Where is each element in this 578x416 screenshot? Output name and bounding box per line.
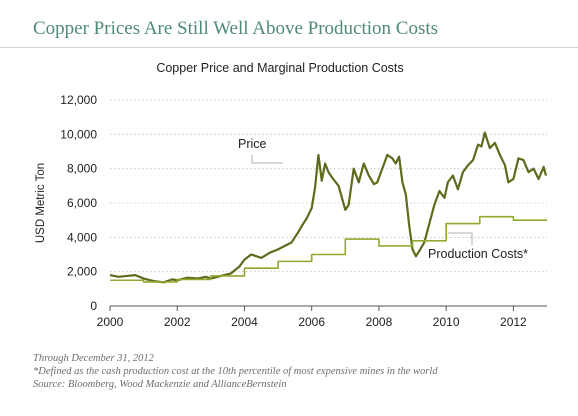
y-tick-label: 2,000 (67, 265, 97, 279)
x-tick-label: 2002 (164, 315, 191, 329)
y-tick-label: 6,000 (67, 196, 97, 210)
footnote-definition: *Defined as the cash production cost at … (33, 366, 438, 377)
x-tick-label: 2000 (97, 315, 124, 329)
headline: Copper Prices Are Still Well Above Produ… (33, 18, 439, 39)
x-tick-label: 2010 (433, 315, 460, 329)
y-tick-label: 4,000 (67, 230, 97, 244)
x-tick-label: 2004 (231, 315, 258, 329)
y-tick-label: 8,000 (67, 162, 97, 176)
price-annotation-leader (251, 155, 283, 164)
headline-divider (0, 47, 578, 48)
y-axis-label: USD Metric Ton (35, 163, 47, 243)
y-tick-label: 12,000 (60, 93, 97, 107)
y-tick-label: 0 (90, 299, 97, 313)
production-costs-annotation-leader (448, 232, 473, 245)
x-tick-label: 2006 (298, 315, 325, 329)
production-costs-annotation-label: Production Costs* (428, 247, 528, 261)
footnotes: Through December 31, 2012 *Defined as th… (33, 352, 438, 391)
x-tick-label: 2012 (500, 315, 527, 329)
footnote-date: Through December 31, 2012 (33, 353, 154, 364)
chart-title: Copper Price and Marginal Production Cos… (156, 61, 403, 75)
footnote-source: Source: Bloomberg, Wood Mackenzie and Al… (33, 379, 287, 390)
price-annotation-label: Price (238, 137, 267, 151)
production-costs-series-line (110, 215, 547, 283)
x-tick-label: 2008 (366, 315, 393, 329)
y-tick-label: 10,000 (60, 127, 97, 141)
